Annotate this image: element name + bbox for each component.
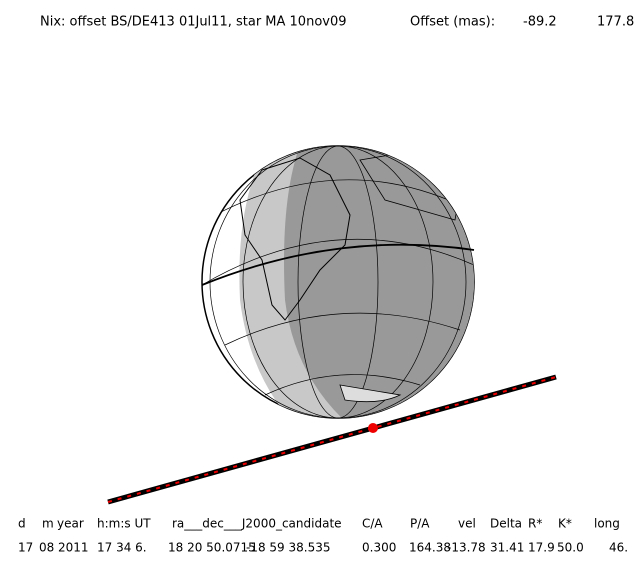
cell: 18 20 50.0715 <box>168 541 256 555</box>
data-table: d m year h:m:s UT ra___dec___J2000_candidate… <box>18 517 628 555</box>
cell: 50.0 <box>557 541 584 555</box>
cell: 0.300 <box>362 541 396 555</box>
cell: 31.41 <box>490 541 524 555</box>
column-header: ra___dec___J2000_candidate <box>172 517 342 531</box>
column-header: h:m:s UT <box>97 517 151 531</box>
cell: -18 59 38.535 <box>246 541 331 555</box>
offset-label: Offset (mas): <box>410 15 495 30</box>
cell: 17 34 6. <box>97 541 147 555</box>
column-header: vel <box>458 517 476 531</box>
column-header: P/A <box>410 517 430 531</box>
column-header: K* <box>558 517 572 531</box>
column-header: year <box>57 517 84 531</box>
column-header: R* <box>528 517 542 531</box>
offset-value: 177.8 <box>597 15 634 30</box>
cell: 2011 <box>58 541 89 555</box>
column-header: Delta <box>490 517 522 531</box>
column-header: m <box>42 517 54 531</box>
column-header: long <box>594 517 620 531</box>
closest-approach <box>368 423 378 433</box>
cell: 46. <box>609 541 628 555</box>
cell: 17 <box>18 541 33 555</box>
column-header: C/A <box>362 517 383 531</box>
cell: 164.38 <box>409 541 451 555</box>
globe <box>201 145 475 419</box>
cell: 17.9 <box>528 541 555 555</box>
cell: 08 <box>39 541 54 555</box>
cell: -13.78 <box>447 541 486 555</box>
offset-value: -89.2 <box>523 15 557 30</box>
column-header: d <box>18 517 26 531</box>
shadow-track <box>107 374 557 505</box>
title: Nix: offset BS/DE413 01Jul11, star MA 10… <box>40 15 347 30</box>
